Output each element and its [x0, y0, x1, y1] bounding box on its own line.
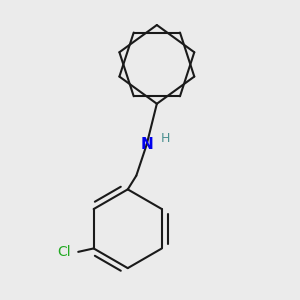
Text: Cl: Cl	[58, 245, 71, 259]
Text: N: N	[140, 137, 153, 152]
Text: H: H	[161, 132, 170, 145]
